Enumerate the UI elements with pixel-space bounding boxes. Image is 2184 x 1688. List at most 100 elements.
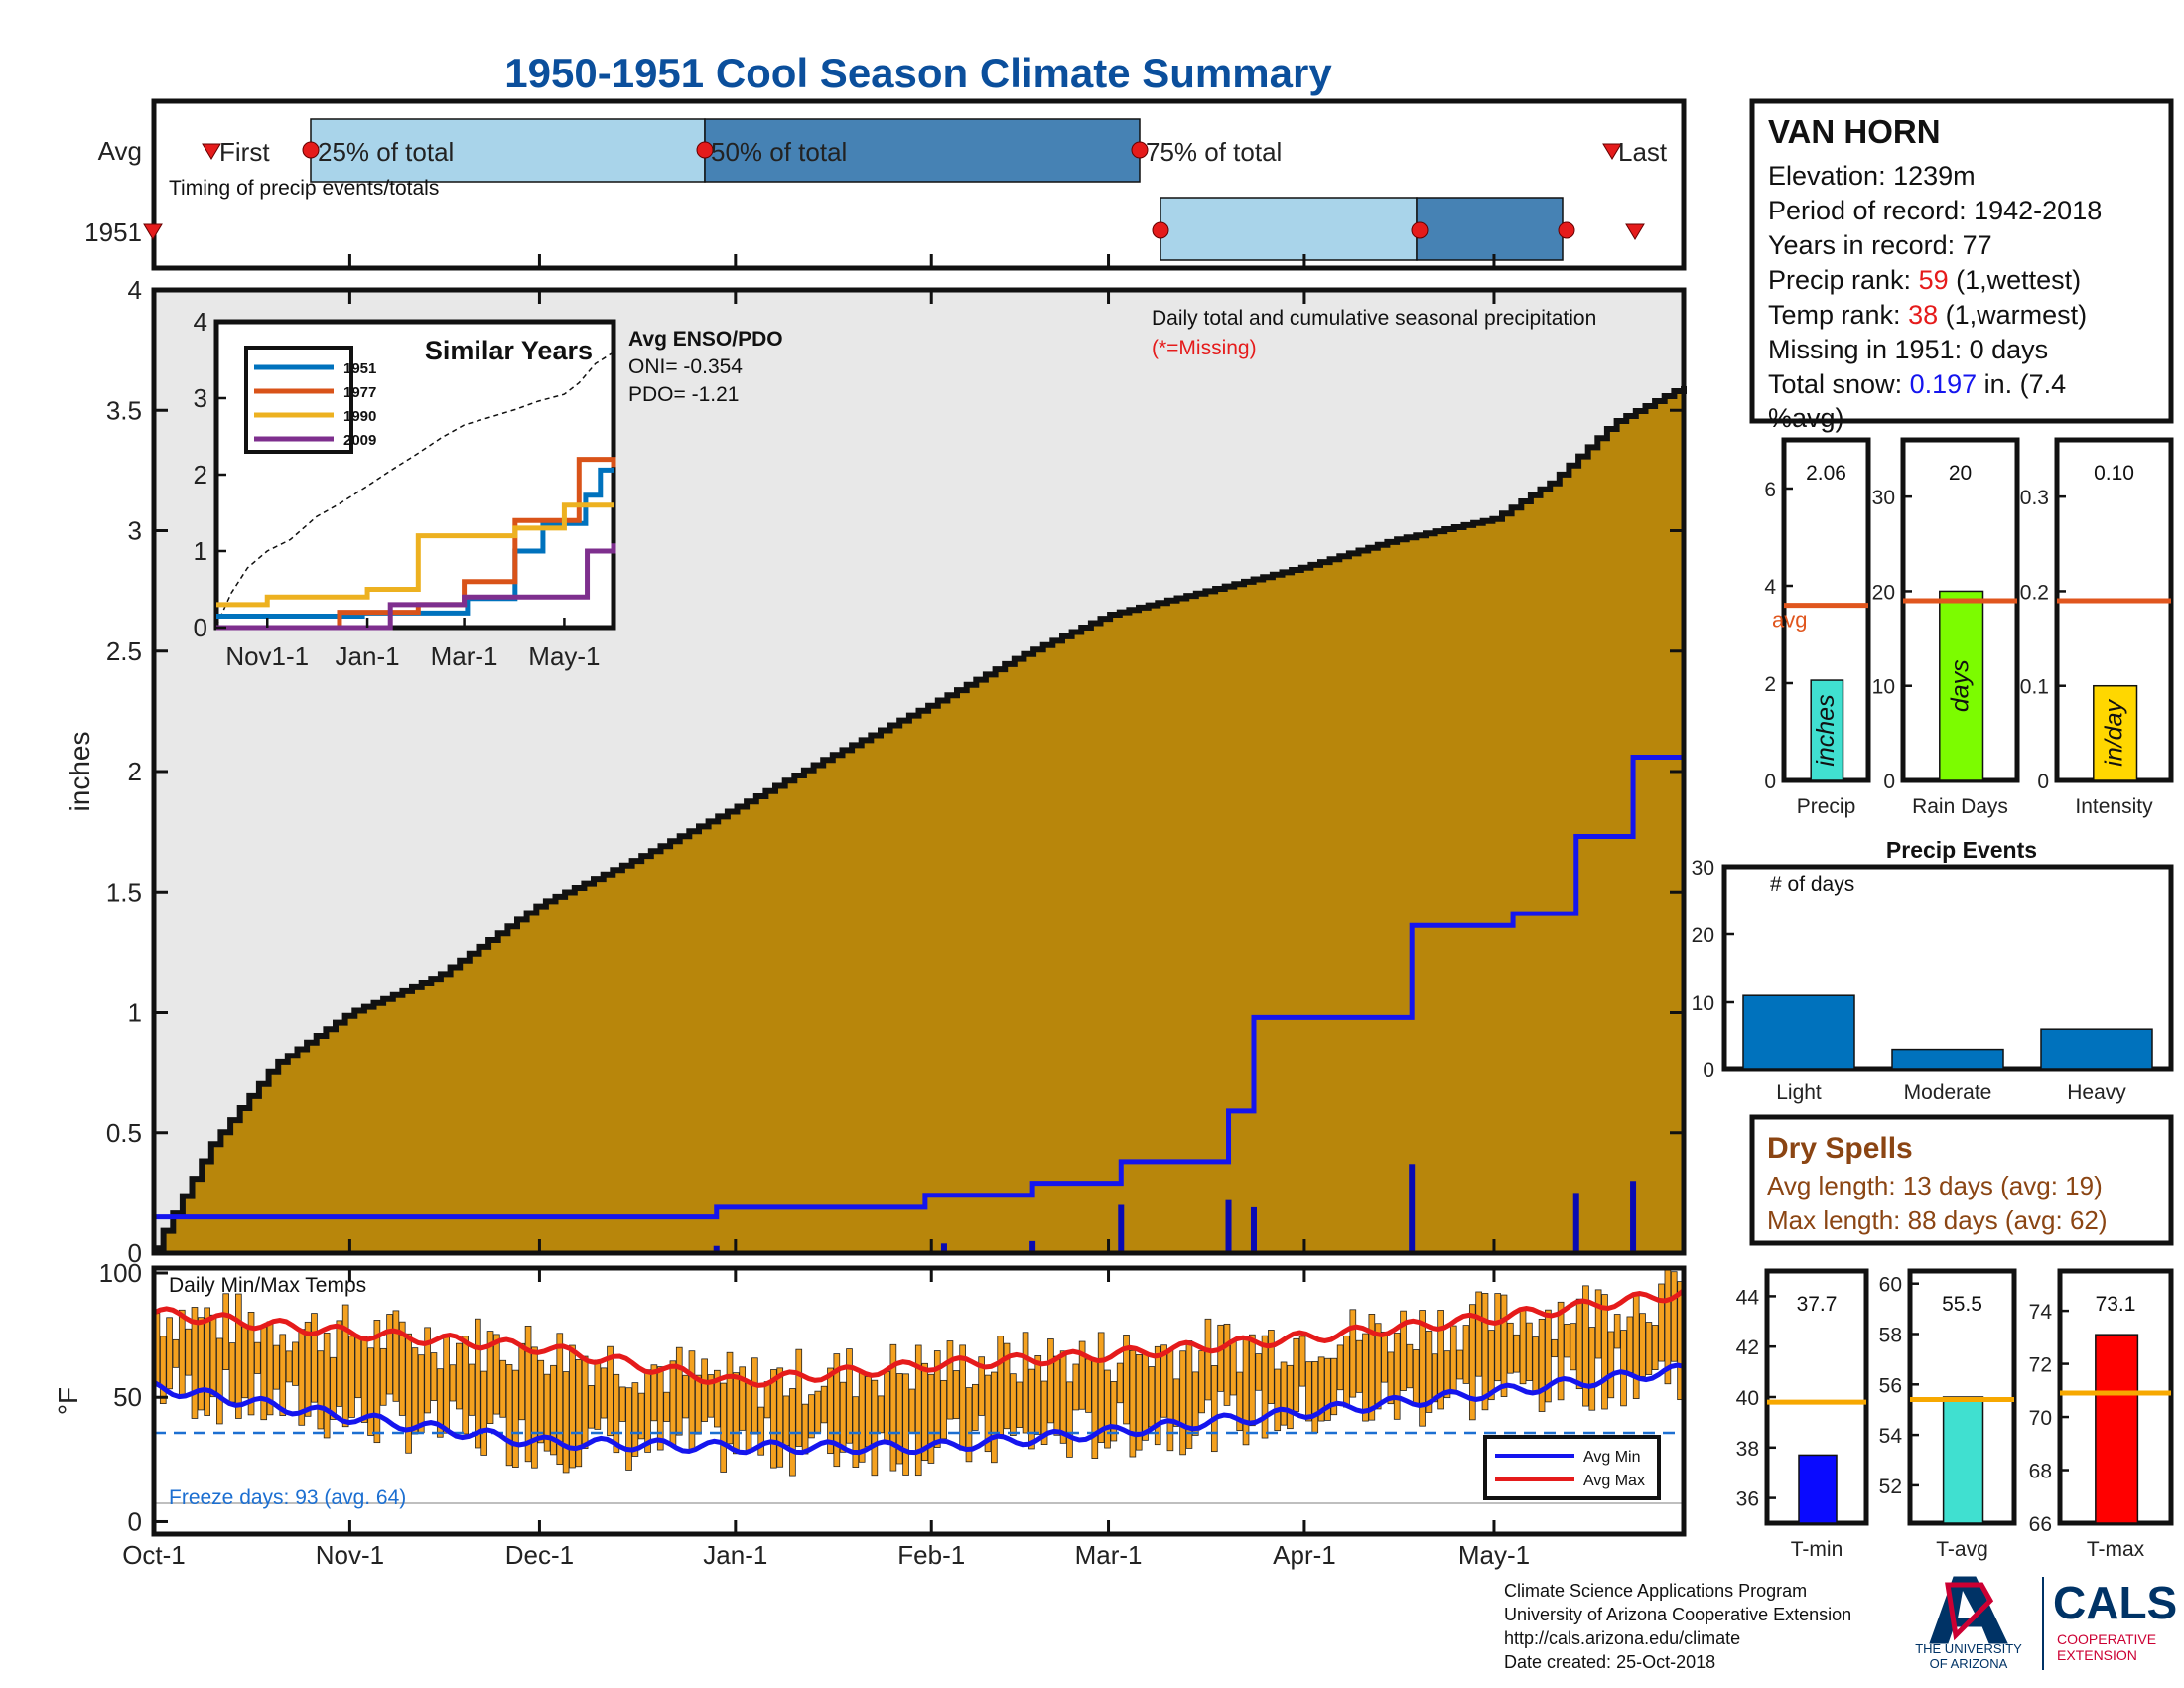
daily-temp-bar	[984, 1374, 992, 1453]
daily-temp-bar	[1374, 1323, 1382, 1410]
daily-temp-bar	[613, 1373, 620, 1454]
avg-first-marker	[202, 143, 221, 160]
precip-ytick-label: 0.5	[106, 1118, 142, 1148]
intensity-stat-value: 0.10	[2094, 462, 2134, 485]
tavg-stat-label: T-avg	[1936, 1538, 1988, 1561]
month-label: May-1	[1458, 1540, 1530, 1570]
month-label: Jan-1	[703, 1540, 767, 1570]
daily-temp-bar	[1670, 1271, 1678, 1362]
daily-temp-bar	[185, 1328, 192, 1376]
month-label: Feb-1	[897, 1540, 965, 1570]
daily-temp-bar	[317, 1350, 325, 1430]
daily-temp-bar	[550, 1364, 557, 1456]
daily-temp-bar	[575, 1359, 583, 1468]
similar-ytick-label: 3	[194, 383, 207, 413]
daily-temp-bar	[1488, 1330, 1495, 1401]
daily-temp-bar	[1551, 1338, 1559, 1358]
raindays-stat-tick-label: 10	[1872, 676, 1895, 699]
daily-temp-bar	[865, 1376, 872, 1448]
daily-temp-bar	[1255, 1353, 1263, 1391]
daily-temp-bar	[1072, 1363, 1080, 1411]
avg-last-marker	[1602, 143, 1622, 160]
daily-temp-bar	[1123, 1335, 1130, 1425]
tmin-stat-tick-label: 44	[1736, 1286, 1760, 1309]
daily-temp-bar	[1166, 1349, 1174, 1452]
tmin-stat-tick-label: 36	[1736, 1488, 1759, 1511]
daily-temp-bar	[562, 1371, 570, 1474]
daily-temp-bar	[607, 1345, 614, 1437]
tmax-stat-tick-label: 72	[2029, 1354, 2052, 1377]
daily-temp-bar	[462, 1336, 469, 1435]
daily-temp-bar	[1468, 1304, 1476, 1421]
precip-ytick-label: 3	[128, 516, 142, 546]
p75-label: 75% of total	[1146, 137, 1282, 167]
daily-temp-bar	[991, 1371, 998, 1464]
daily-temp-bar	[1425, 1331, 1433, 1413]
daily-temp-bar	[197, 1317, 205, 1411]
daily-temp-bar	[1217, 1324, 1224, 1392]
page-title: 1950-1951 Cool Season Climate Summary	[504, 50, 1332, 96]
daily-temp-bar	[846, 1348, 853, 1444]
event-bar	[2040, 1028, 2153, 1070]
first-label: First	[219, 137, 270, 167]
daily-temp-bar	[499, 1359, 507, 1418]
daily-temp-bar	[656, 1366, 664, 1451]
daily-temp-bar	[776, 1367, 784, 1468]
daily-temp-bar	[191, 1307, 199, 1419]
raindays-stat-bar	[1939, 590, 1984, 781]
daily-temp-bar	[411, 1347, 419, 1435]
observed-1951-line	[154, 754, 1684, 1220]
precip-ylabel: inches	[65, 732, 95, 812]
daily-temp-bar	[254, 1341, 261, 1374]
daily-temp-bar	[1582, 1285, 1589, 1407]
daily-temp-bar	[1632, 1292, 1640, 1399]
daily-temp-bar	[801, 1403, 809, 1455]
daily-temp-bar	[209, 1314, 217, 1398]
daily-temp-bar	[228, 1342, 236, 1403]
tmax-stat-tick-label: 70	[2029, 1407, 2052, 1430]
daily-temp-bar	[1620, 1330, 1627, 1407]
daily-temp-bar	[1387, 1351, 1395, 1405]
daily-temp-bar	[1305, 1361, 1312, 1422]
daily-temp-bar	[341, 1304, 349, 1428]
daily-temp-bar	[405, 1333, 412, 1454]
similar-series-line	[216, 543, 616, 631]
daily-temp-bar	[839, 1381, 847, 1453]
daily-temp-bar	[1104, 1369, 1111, 1449]
raindays-stat-tick-label: 20	[1872, 581, 1895, 604]
tmax-stat-tick-label: 74	[2029, 1301, 2053, 1324]
daily-temp-bar	[745, 1380, 752, 1452]
daily-temp-bar	[260, 1326, 268, 1421]
daily-temp-bar	[1607, 1331, 1615, 1399]
precip-events-panel: Precip Events Light Moderate Heavy0102030 …	[1692, 837, 2174, 1104]
daily-temp-bar	[1362, 1333, 1369, 1422]
daily-temp-bar	[304, 1321, 312, 1417]
avg-cumulative-fill	[154, 386, 1684, 1253]
avg-max-line	[152, 1288, 1686, 1388]
daily-temp-bar	[1298, 1336, 1306, 1387]
daily-temp-bar	[588, 1385, 595, 1429]
precip-ytick-label: 2.5	[106, 636, 142, 666]
daily-temp-bar	[1210, 1365, 1218, 1453]
precip-caption: Daily total and cumulative seasonal prec…	[1152, 307, 1596, 330]
daily-temp-bar	[1400, 1310, 1407, 1391]
daily-temp-bar	[178, 1309, 186, 1397]
daily-temp-bar	[1456, 1349, 1463, 1380]
event-label: Moderate	[1904, 1081, 1992, 1104]
intensity-stat-tick-label: 0.3	[2020, 487, 2049, 509]
last-label: Last	[1618, 137, 1668, 167]
avg-min-line	[152, 1362, 1685, 1456]
footer-line3: http://cals.arizona.edu/climate	[1504, 1628, 1740, 1648]
daily-temp-bar	[1462, 1325, 1470, 1384]
daily-temp-bar	[972, 1383, 979, 1431]
year-last-marker	[1625, 223, 1645, 240]
daily-temp-bar	[1116, 1362, 1124, 1404]
daily-temp-bar	[1639, 1313, 1646, 1377]
daily-temp-bar	[1311, 1361, 1319, 1434]
tavg-stat-tick-label: 54	[1879, 1425, 1903, 1448]
raindays-stat-label: Rain Days	[1912, 795, 2008, 818]
university-logo: THE UNIVERSITY OF ARIZONA	[1915, 1576, 2022, 1671]
dry-spells-box: Dry Spells Avg length: 13 days (avg: 19)…	[1749, 1114, 2174, 1246]
daily-temp-bar	[675, 1346, 683, 1436]
daily-temp-bar	[1406, 1343, 1414, 1389]
